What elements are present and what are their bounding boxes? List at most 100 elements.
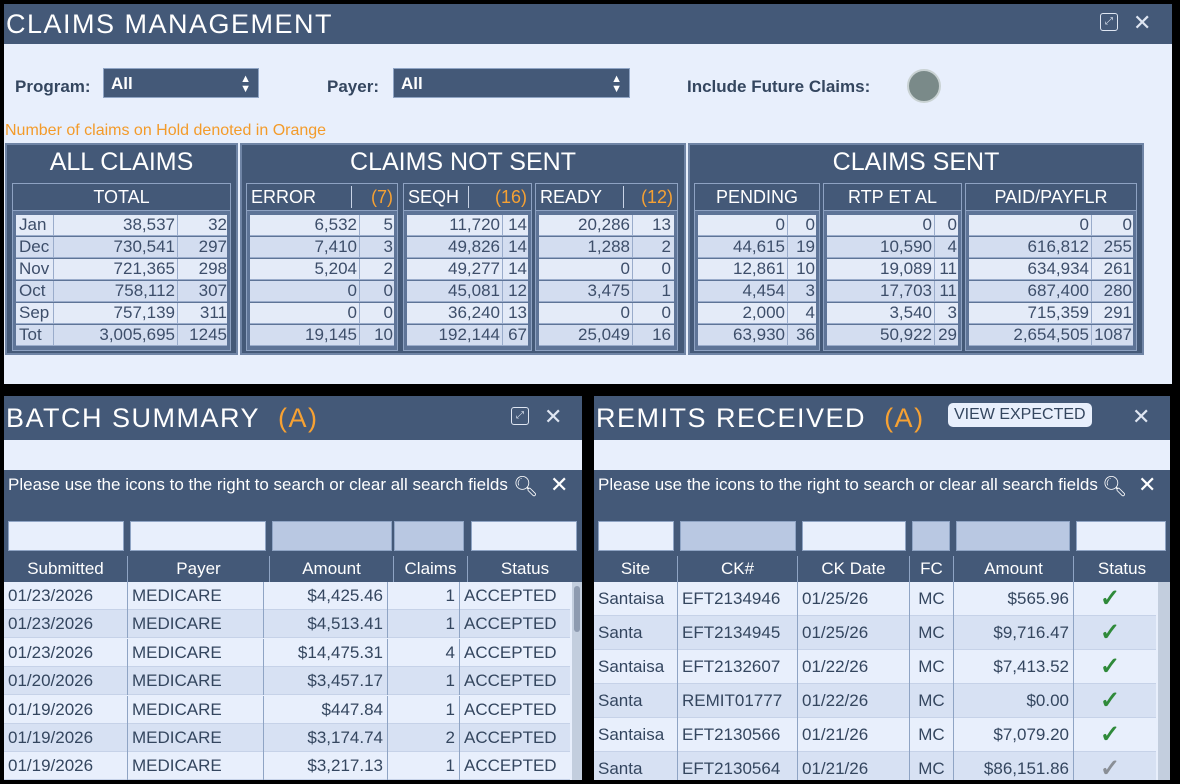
status-filter[interactable]	[471, 521, 577, 551]
col-ck-number[interactable]: CK#	[678, 556, 798, 582]
submitted-filter[interactable]	[8, 521, 124, 551]
ready-hold-count: (12)	[640, 187, 673, 207]
ck-date-filter[interactable]	[802, 521, 906, 551]
seqh-count-cell: 14	[508, 237, 527, 256]
remit-row[interactable]: Santa REMIT01777 01/22/26 MC $0.00 ✓	[594, 684, 1156, 718]
remits-filter-row	[594, 518, 1170, 556]
ready-amount-cell: 0	[539, 303, 633, 323]
seqh-amount-cell: 49,277	[407, 259, 503, 279]
col-amount[interactable]: Amount	[954, 556, 1074, 582]
total-amount-cell: 3,005,695	[54, 325, 178, 345]
batch-row[interactable]: 01/23/2026 MEDICARE $14,475.31 4 ACCEPTED	[4, 638, 570, 667]
fc-cell: MC	[910, 684, 954, 718]
claims-cell: 2	[388, 724, 460, 752]
claims-titlebar: CLAIMS MANAGEMENT ⤢ ✕	[4, 4, 1172, 44]
seqh-amount-cell: 49,826	[407, 237, 503, 257]
amount-filter[interactable]	[956, 521, 1070, 551]
ready-label: READY	[540, 187, 603, 207]
col-site[interactable]: Site	[594, 556, 678, 582]
batch-search-message: Please use the icons to the right to sea…	[4, 470, 582, 518]
total-amount-cell: 730,541	[54, 237, 178, 257]
col-fc[interactable]: FC	[910, 556, 954, 582]
col-submitted[interactable]: Submitted	[4, 556, 128, 582]
paid-count-cell: 0	[1122, 215, 1132, 234]
total-row: Nov 721,365 298	[16, 259, 227, 280]
batch-row[interactable]: 01/23/2026 MEDICARE $4,425.46 1 ACCEPTED	[4, 582, 570, 610]
pending-row: 44,615 19	[698, 237, 816, 258]
seqh-amount-cell: 11,720	[407, 215, 503, 235]
fc-cell: MC	[910, 650, 954, 684]
amount-cell: $4,513.41	[264, 610, 388, 639]
search-icon[interactable]: 🔍︎	[513, 476, 539, 498]
payer-filter[interactable]	[130, 521, 266, 551]
batch-row[interactable]: 01/19/2026 MEDICARE $3,174.74 2 ACCEPTED	[4, 724, 570, 752]
claims-filter[interactable]	[394, 521, 464, 551]
program-select[interactable]: All ▲ ▼	[103, 68, 259, 98]
ck-filter[interactable]	[680, 521, 796, 551]
paid-header: PAID/PAYFLR	[966, 184, 1136, 211]
error-count-cell: 10	[374, 325, 393, 344]
rtp-amount-cell: 19,089	[827, 259, 935, 279]
remit-row[interactable]: Santaisa EFT2130566 01/21/26 MC $7,079.20 ✓	[594, 718, 1156, 752]
batch-row[interactable]: 01/20/2026 MEDICARE $3,457.17 1 ACCEPTED	[4, 667, 570, 696]
seqh-amount-cell: 192,144	[407, 325, 503, 345]
payer-cell: MEDICARE	[128, 638, 264, 667]
col-status[interactable]: Status	[1097, 559, 1147, 578]
close-icon[interactable]: ✕	[1133, 10, 1152, 35]
col-ck-date[interactable]: CK Date	[798, 556, 910, 582]
batch-row[interactable]: 01/19/2026 MEDICARE $3,217.13 1 ACCEPTED	[4, 752, 570, 780]
ck-date-cell: 01/21/26	[798, 752, 910, 780]
amount-cell: $7,413.52	[954, 650, 1074, 684]
future-claims-toggle[interactable]	[907, 69, 941, 103]
fc-cell: MC	[910, 616, 954, 650]
site-filter[interactable]	[598, 521, 674, 551]
col-claims[interactable]: Claims	[394, 556, 468, 582]
clear-search-icon[interactable]: ✕	[550, 472, 569, 497]
remit-row[interactable]: Santaisa EFT2134946 01/25/26 MC $565.96 ✓	[594, 582, 1156, 616]
ready-count-cell: 1	[661, 281, 671, 300]
remits-scrollbar[interactable]	[1158, 582, 1170, 780]
batch-scrollbar[interactable]	[572, 582, 582, 780]
clear-search-icon[interactable]: ✕	[1138, 472, 1157, 497]
ready-row: 1,288 2	[539, 237, 674, 258]
claims-cell: 1	[388, 752, 460, 780]
remit-row[interactable]: Santaisa EFT2132607 01/22/26 MC $7,413.52 ✓	[594, 650, 1156, 684]
batch-scroll-thumb[interactable]	[574, 586, 580, 632]
paid-row: 2,654,505 1087	[969, 325, 1133, 346]
payer-select[interactable]: All ▲ ▼	[393, 68, 630, 98]
amount-filter[interactable]	[272, 521, 392, 551]
batch-row[interactable]: 01/19/2026 MEDICARE $447.84 1 ACCEPTED	[4, 695, 570, 724]
ck-number-cell: EFT2130564	[678, 752, 798, 780]
col-payer[interactable]: Payer	[128, 556, 270, 582]
col-status[interactable]: Status	[500, 559, 550, 578]
rtp-count-cell: 3	[947, 303, 957, 322]
fc-cell: MC	[910, 752, 954, 780]
expand-icon[interactable]: ⤢	[1100, 13, 1118, 31]
total-count-cell: 1245	[189, 325, 227, 344]
status-filter[interactable]	[1076, 521, 1166, 551]
search-icon[interactable]: 🔍︎	[1102, 476, 1128, 498]
fc-cell: MC	[910, 718, 954, 752]
batch-filter-row	[4, 518, 582, 556]
view-expected-button[interactable]: VIEW EXPECTED	[948, 403, 1092, 427]
pending-amount-cell: 0	[698, 215, 788, 235]
col-amount[interactable]: Amount	[270, 556, 394, 582]
remit-row[interactable]: Santa EFT2130564 01/21/26 MC $86,151.86 ✓	[594, 752, 1156, 780]
payer-cell: MEDICARE	[128, 695, 264, 724]
ck-number-cell: EFT2130566	[678, 718, 798, 752]
close-icon[interactable]: ✕	[544, 404, 563, 429]
status-cell: ACCEPTED	[464, 671, 557, 691]
month-cell: Jan	[16, 215, 54, 235]
payer-cell: MEDICARE	[128, 752, 264, 780]
paid-row: 715,359 291	[969, 303, 1133, 324]
claims-management-panel: CLAIMS MANAGEMENT ⤢ ✕ Program: All ▲ ▼ Pa…	[4, 4, 1172, 384]
batch-row[interactable]: 01/23/2026 MEDICARE $4,513.41 1 ACCEPTED	[4, 610, 570, 639]
checkmark-icon: ✓	[1100, 585, 1121, 612]
remit-row[interactable]: Santa EFT2134945 01/25/26 MC $9,716.47 ✓	[594, 616, 1156, 650]
fc-filter[interactable]	[912, 521, 950, 551]
expand-icon[interactable]: ⤢	[511, 407, 529, 425]
total-amount-cell: 757,139	[54, 303, 178, 323]
close-icon[interactable]: ✕	[1132, 404, 1151, 429]
batch-titlebar: BATCH SUMMARY (A) ⤢ ✕	[4, 396, 582, 440]
